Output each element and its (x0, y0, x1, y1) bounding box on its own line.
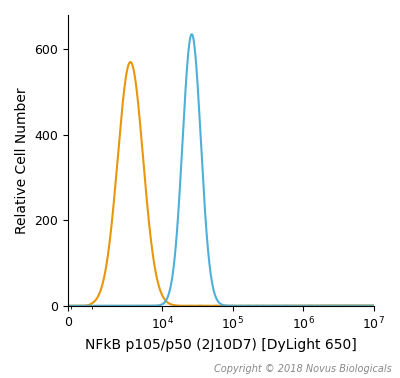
Text: Copyright © 2018 Novus Biologicals: Copyright © 2018 Novus Biologicals (214, 364, 392, 374)
X-axis label: NFkB p105/p50 (2J10D7) [DyLight 650]: NFkB p105/p50 (2J10D7) [DyLight 650] (85, 338, 357, 352)
Y-axis label: Relative Cell Number: Relative Cell Number (15, 87, 29, 234)
